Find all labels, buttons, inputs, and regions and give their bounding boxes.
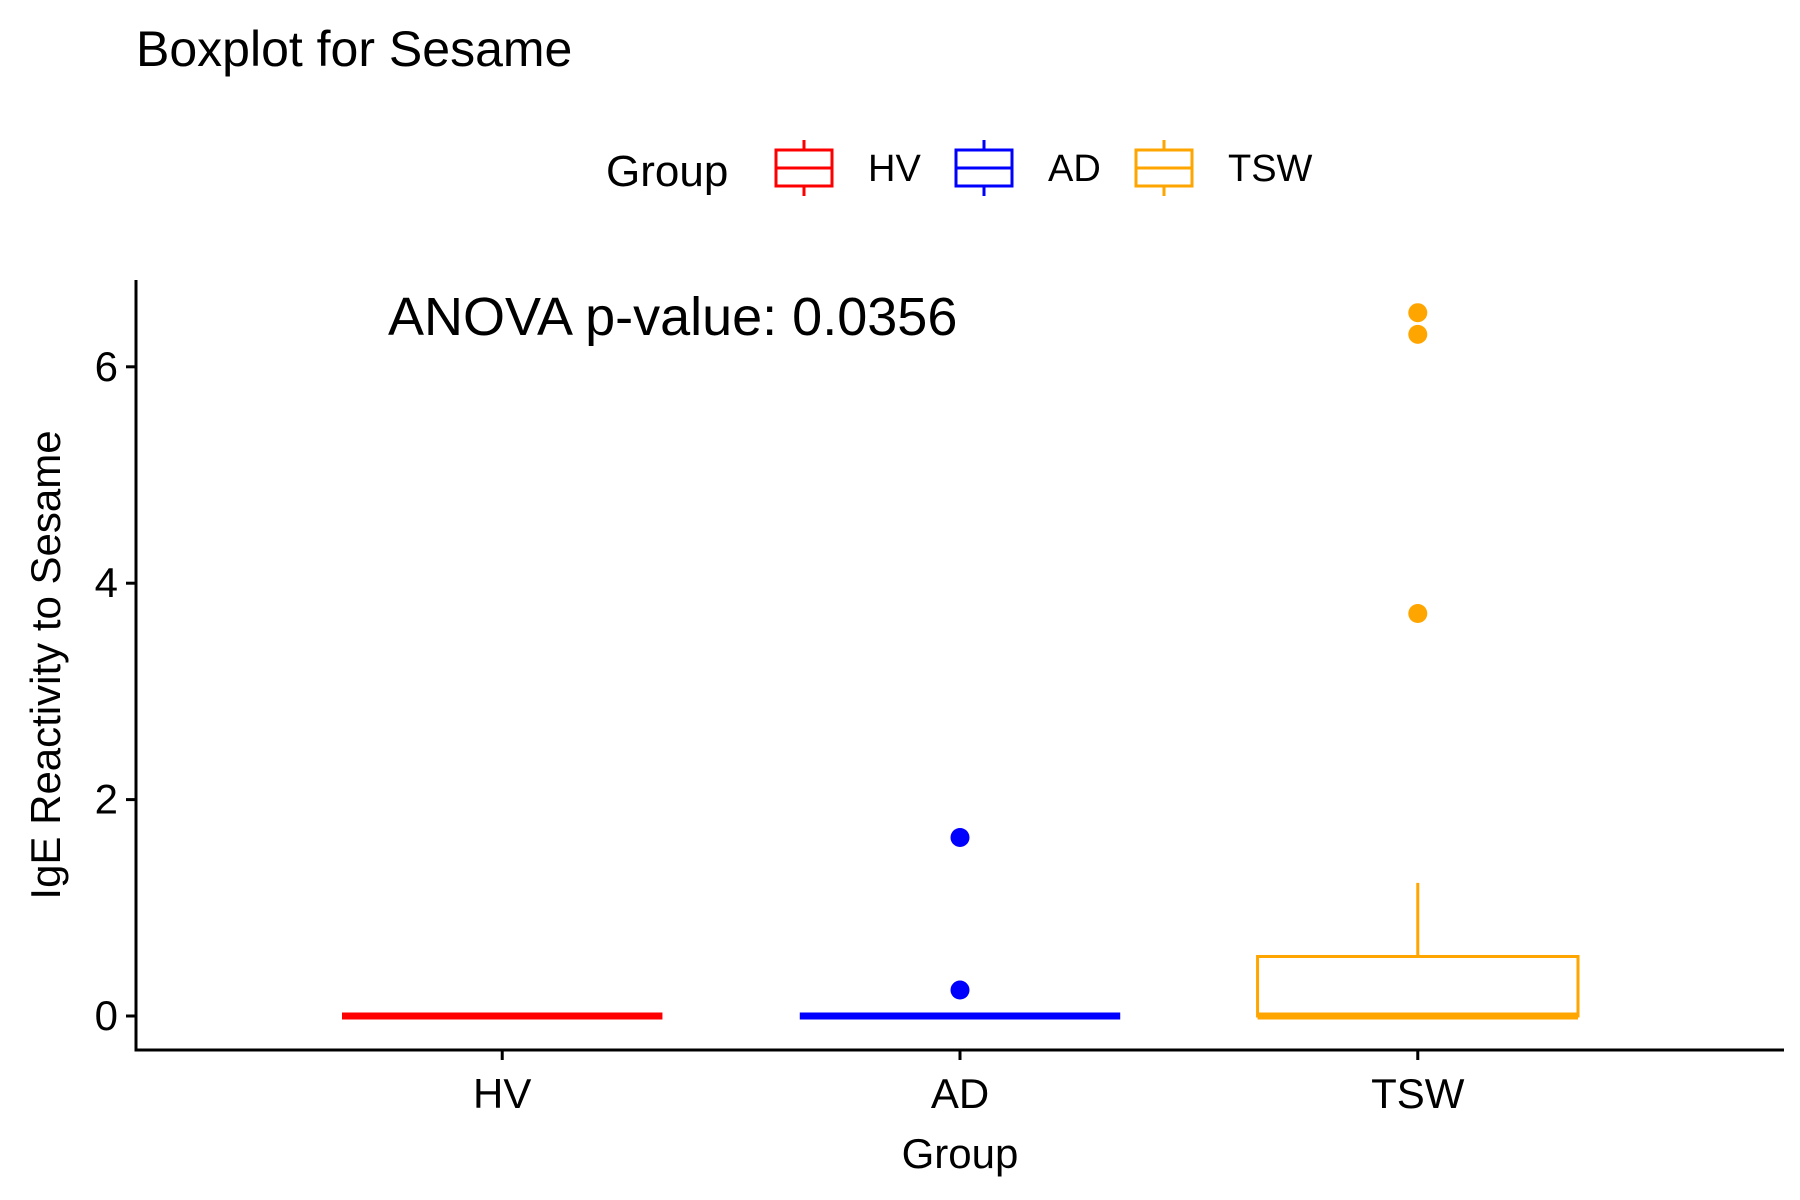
- outlier-point: [1408, 603, 1428, 623]
- y-tick-label: 2: [95, 776, 118, 823]
- legend-label: HV: [868, 148, 921, 190]
- legend-key-ad: AD: [954, 140, 1101, 196]
- outlier-point: [950, 980, 970, 1000]
- legend-label: TSW: [1228, 148, 1313, 190]
- plot-marks: [342, 303, 1580, 1020]
- box-ad: [799, 827, 1121, 1020]
- outlier-point: [1408, 324, 1428, 344]
- legend-title: Group: [606, 147, 728, 196]
- legend-label: AD: [1048, 148, 1101, 190]
- y-tick-label: 6: [95, 343, 118, 390]
- axes: 0 2 4 6 HV AD TSW: [95, 280, 1784, 1117]
- legend-key-tsw: TSW: [1134, 140, 1313, 196]
- x-tick-label: HV: [473, 1070, 531, 1117]
- legend-key-hv: HV: [774, 140, 921, 196]
- chart-title: Boxplot for Sesame: [136, 21, 572, 77]
- y-tick-label: 4: [95, 559, 118, 606]
- x-tick-label: TSW: [1371, 1070, 1465, 1117]
- legend: Group HV AD TSW: [606, 140, 1313, 196]
- outlier-point: [1408, 303, 1428, 323]
- x-axis-title: Group: [902, 1130, 1019, 1177]
- outlier-point: [950, 827, 970, 847]
- x-tick-label: AD: [931, 1070, 989, 1117]
- box-body: [1256, 954, 1580, 1018]
- y-axis-title: IgE Reactivity to Sesame: [22, 430, 69, 899]
- y-tick-label: 0: [95, 992, 118, 1039]
- box-tsw: [1256, 303, 1580, 1020]
- anova-annotation: ANOVA p-value: 0.0356: [388, 287, 957, 347]
